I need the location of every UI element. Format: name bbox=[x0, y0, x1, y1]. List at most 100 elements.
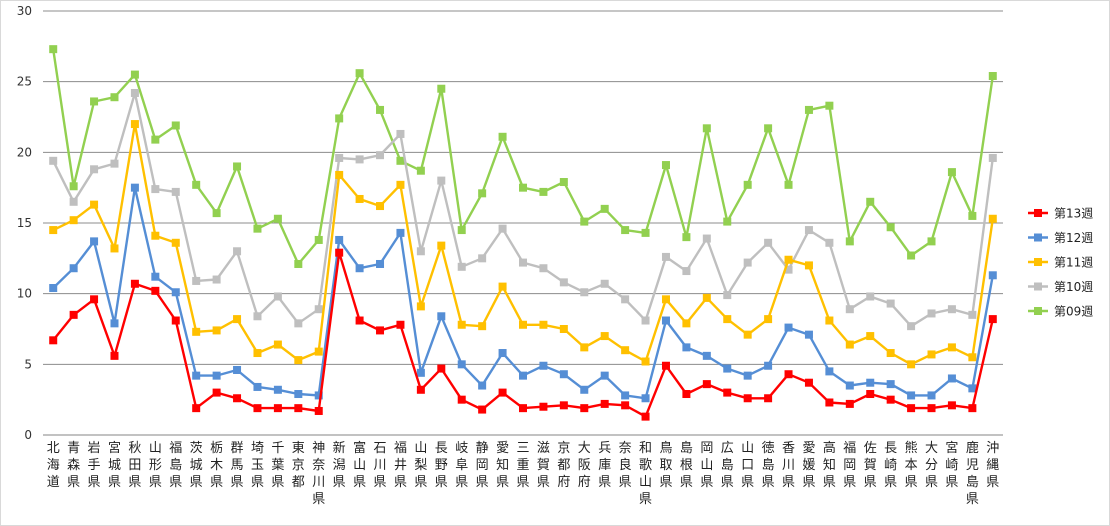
legend-label: 第09週 bbox=[1054, 305, 1093, 319]
y-tick-label: 30 bbox=[17, 4, 32, 18]
data-point bbox=[457, 320, 466, 329]
x-category-label: 神奈川県 bbox=[312, 441, 325, 507]
data-point bbox=[825, 101, 834, 110]
x-category-label: 愛知県 bbox=[496, 441, 509, 490]
data-point bbox=[641, 316, 650, 325]
x-category-label: 香川県 bbox=[782, 441, 795, 490]
x-category-label: 福岡県 bbox=[843, 441, 856, 490]
data-point bbox=[784, 323, 793, 332]
data-point bbox=[539, 187, 548, 196]
data-point bbox=[886, 395, 895, 404]
gridlines bbox=[43, 10, 1003, 436]
y-tick-label: 0 bbox=[24, 428, 32, 442]
data-point bbox=[478, 322, 487, 331]
series-3 bbox=[49, 183, 997, 403]
data-point bbox=[641, 394, 650, 403]
data-point bbox=[845, 381, 854, 390]
data-point bbox=[416, 385, 425, 394]
data-point bbox=[559, 278, 568, 287]
data-point bbox=[90, 295, 99, 304]
data-point bbox=[988, 72, 997, 81]
x-category-label: 和歌山県 bbox=[639, 441, 652, 507]
data-point bbox=[233, 315, 242, 324]
data-point bbox=[192, 327, 201, 336]
series-2 bbox=[49, 120, 997, 369]
data-point bbox=[702, 351, 711, 360]
data-point bbox=[396, 228, 405, 237]
data-point bbox=[314, 406, 323, 415]
data-point bbox=[49, 45, 58, 54]
data-point bbox=[130, 120, 139, 129]
data-point bbox=[253, 382, 262, 391]
data-point bbox=[212, 388, 221, 397]
data-point bbox=[110, 351, 119, 360]
data-point bbox=[621, 226, 630, 235]
data-point bbox=[273, 292, 282, 301]
x-category-label: 青森県 bbox=[67, 441, 80, 490]
data-point bbox=[457, 262, 466, 271]
data-point bbox=[702, 293, 711, 302]
data-point bbox=[437, 312, 446, 321]
x-category-label: 静岡県 bbox=[476, 441, 489, 490]
x-category-label: 徳島県 bbox=[762, 441, 775, 490]
data-point bbox=[49, 336, 58, 345]
data-point bbox=[151, 185, 160, 194]
data-point bbox=[69, 264, 78, 273]
data-point bbox=[682, 267, 691, 276]
x-category-label: 岐阜県 bbox=[455, 441, 468, 490]
data-point bbox=[90, 165, 99, 174]
data-point bbox=[723, 217, 732, 226]
data-point bbox=[69, 310, 78, 319]
data-point bbox=[947, 343, 956, 352]
data-point bbox=[130, 70, 139, 79]
data-point bbox=[171, 121, 180, 130]
data-point bbox=[130, 183, 139, 192]
data-point bbox=[927, 404, 936, 413]
legend-label: 第11週 bbox=[1054, 256, 1093, 270]
data-point bbox=[927, 350, 936, 359]
data-point bbox=[743, 330, 752, 339]
data-point bbox=[559, 401, 568, 410]
data-point bbox=[927, 309, 936, 318]
data-point bbox=[866, 390, 875, 399]
x-category-label: 鳥取県 bbox=[659, 441, 672, 490]
data-point bbox=[947, 305, 956, 314]
data-point bbox=[90, 237, 99, 246]
data-point bbox=[519, 258, 527, 267]
data-point bbox=[376, 202, 385, 211]
data-point bbox=[580, 288, 589, 297]
x-category-label: 滋賀県 bbox=[537, 441, 550, 490]
data-point bbox=[151, 286, 160, 295]
data-point bbox=[968, 310, 977, 319]
data-point bbox=[130, 88, 139, 97]
x-category-label: 群馬県 bbox=[231, 441, 244, 490]
data-point bbox=[600, 204, 609, 213]
data-point bbox=[784, 180, 793, 189]
data-point bbox=[130, 279, 139, 288]
data-point bbox=[621, 391, 630, 400]
data-point bbox=[314, 347, 323, 356]
x-category-label: 石川県 bbox=[374, 441, 387, 490]
data-point bbox=[192, 180, 201, 189]
data-point bbox=[641, 228, 650, 237]
data-point bbox=[825, 238, 834, 247]
data-point bbox=[90, 200, 99, 209]
data-point bbox=[355, 264, 364, 273]
data-point bbox=[498, 132, 507, 141]
data-point bbox=[825, 316, 834, 325]
x-category-label: 宮崎県 bbox=[945, 440, 958, 490]
series-4 bbox=[49, 248, 997, 421]
x-category-label: 千葉県 bbox=[271, 441, 284, 490]
data-point bbox=[273, 340, 282, 349]
data-point bbox=[764, 124, 773, 133]
data-point bbox=[233, 247, 242, 256]
data-point bbox=[682, 343, 691, 352]
x-category-label: 兵庫県 bbox=[598, 441, 611, 490]
data-point bbox=[376, 151, 385, 160]
data-point bbox=[968, 353, 977, 362]
data-point bbox=[559, 370, 568, 379]
data-point bbox=[743, 371, 752, 380]
x-category-label: 広島県 bbox=[721, 441, 734, 490]
x-category-label: 福井県 bbox=[394, 441, 407, 490]
x-category-label: 奈良県 bbox=[619, 441, 632, 490]
